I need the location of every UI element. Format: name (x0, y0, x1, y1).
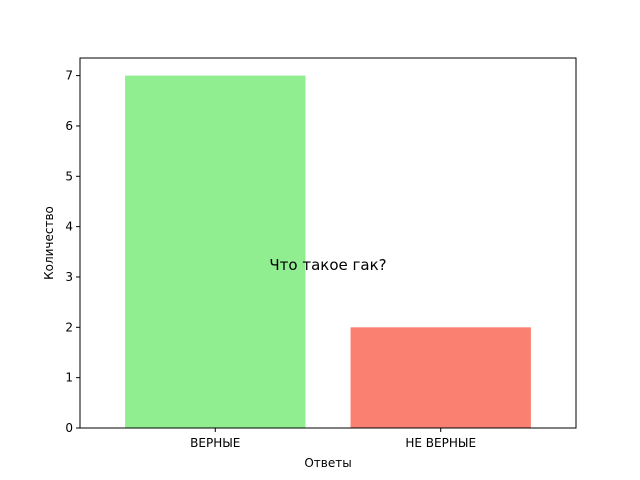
x-tick-label: ВЕРНЫЕ (190, 436, 240, 450)
y-tick-label: 1 (65, 371, 73, 385)
bar-1 (350, 327, 531, 428)
chart-annotation-text: Что такое гак? (269, 256, 386, 274)
ticks-layer: ВЕРНЫЕ НЕ ВЕРНЫЕ 0 1 2 3 4 5 6 7 (65, 69, 476, 450)
bar-0 (125, 75, 306, 428)
bars-layer (125, 75, 531, 428)
y-tick-label: 7 (65, 69, 73, 83)
y-tick-label: 4 (65, 220, 73, 234)
plot-area-frame (79, 57, 577, 429)
y-tick-label: 6 (65, 119, 73, 133)
y-tick-label: 0 (65, 421, 73, 435)
y-tick-label: 2 (65, 320, 73, 334)
y-tick-label: 5 (65, 169, 73, 183)
x-axis-label: Ответы (304, 456, 351, 470)
y-axis-label: Количество (42, 206, 56, 280)
x-tick-label: НЕ ВЕРНЫЕ (405, 436, 476, 450)
y-tick-label: 3 (65, 270, 73, 284)
